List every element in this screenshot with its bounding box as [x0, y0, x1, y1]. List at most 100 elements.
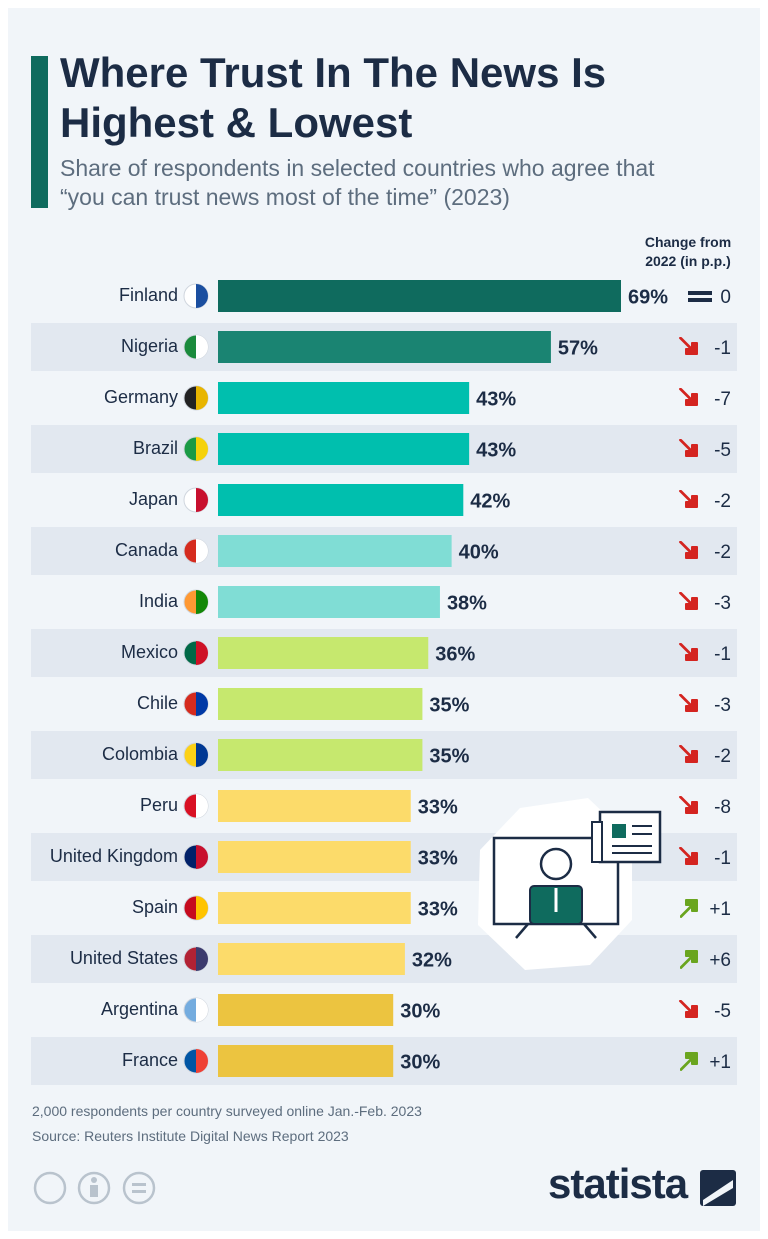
flag	[196, 692, 208, 716]
bar	[218, 433, 470, 465]
value-label: 57%	[558, 337, 598, 359]
change-arrow	[679, 439, 698, 457]
change-label: +1	[709, 1052, 731, 1073]
change-arrow	[679, 592, 698, 610]
flag	[196, 743, 208, 767]
bar	[218, 943, 405, 975]
category-label: Brazil	[133, 438, 178, 458]
change-arrow	[679, 847, 698, 865]
flag	[196, 947, 208, 971]
bars: Finland 69% 0 Nigeria 57% -1 Germany 43% -7 Brazi…	[50, 280, 731, 1077]
nd-icon-bar	[132, 1190, 146, 1193]
value-label: 32%	[412, 949, 452, 971]
value-label: 38%	[447, 592, 487, 614]
value-label: 43%	[476, 388, 516, 410]
change-arrow	[679, 541, 698, 559]
category-label: France	[122, 1050, 178, 1070]
newspaper-fold	[591, 821, 603, 863]
change-label: -1	[714, 338, 731, 359]
chart-title: Where Trust In The News Is Highest & Low…	[60, 49, 607, 146]
nd-icon	[122, 1171, 156, 1205]
value-label: 30%	[400, 1000, 440, 1022]
value-label: 36%	[435, 643, 475, 665]
value-label: 69%	[628, 286, 668, 308]
bar	[218, 382, 470, 414]
person-head	[539, 847, 573, 881]
bar	[218, 637, 429, 669]
flag	[196, 437, 208, 461]
change-arrow	[679, 337, 698, 355]
change-arrow	[679, 643, 698, 661]
flag	[196, 386, 208, 410]
change-label: -2	[714, 491, 731, 512]
cc-icon	[33, 1171, 67, 1205]
bar	[218, 739, 423, 771]
change-arrow	[679, 694, 698, 712]
category-label: Nigeria	[121, 336, 179, 356]
change-label: -3	[714, 593, 731, 614]
card	[8, 8, 760, 1231]
change-arrow	[679, 1000, 698, 1018]
category-label: United Kingdom	[50, 846, 178, 866]
flag	[196, 896, 208, 920]
change-label: -5	[714, 1001, 731, 1022]
notes: 2,000 respondents per country surveyed o…	[32, 1103, 422, 1119]
flag	[196, 1049, 208, 1073]
license-icons	[33, 1171, 156, 1205]
change-arrow	[679, 796, 698, 814]
bar	[218, 790, 411, 822]
change-label: -5	[714, 440, 731, 461]
category-label: United States	[70, 948, 178, 968]
value-label: 33%	[418, 847, 458, 869]
flag	[196, 488, 208, 512]
category-label: Canada	[115, 540, 179, 560]
value-label: 42%	[470, 490, 510, 512]
change-label: -1	[714, 848, 731, 869]
by-icon-head	[91, 1177, 97, 1183]
change-arrow	[688, 291, 712, 302]
brand-icon	[700, 1170, 736, 1206]
flag	[196, 590, 208, 614]
change-arrow	[679, 388, 698, 406]
bar	[218, 688, 423, 720]
title-accent	[31, 56, 48, 208]
category-label: India	[139, 591, 179, 611]
change-label: -2	[714, 542, 731, 563]
bar	[218, 586, 440, 618]
bar	[218, 841, 411, 873]
source: Source: Reuters Institute Digital News R…	[32, 1128, 349, 1144]
chart-subtitle: Share of respondents in selected countri…	[60, 155, 655, 210]
bar	[218, 280, 621, 312]
newspaper-photo	[612, 824, 626, 838]
change-arrow	[680, 899, 698, 918]
flag	[196, 539, 208, 563]
category-label: Spain	[132, 897, 178, 917]
category-label: Japan	[129, 489, 178, 509]
value-label: 40%	[459, 541, 499, 563]
change-label: 0	[720, 287, 731, 308]
newspaper	[598, 810, 662, 864]
value-label: 35%	[429, 745, 469, 767]
change-arrow	[679, 745, 698, 763]
change-label: -8	[714, 797, 731, 818]
flag	[196, 284, 208, 308]
change-label: -3	[714, 695, 731, 716]
bar	[218, 1045, 394, 1077]
by-icon	[77, 1171, 111, 1205]
bar	[218, 994, 394, 1026]
change-arrow	[680, 950, 698, 969]
change-label: +1	[709, 899, 731, 920]
stand	[515, 923, 529, 939]
flag	[196, 998, 208, 1022]
illustration	[478, 798, 662, 970]
value-label: 43%	[476, 439, 516, 461]
category-label: Argentina	[101, 999, 179, 1019]
value-label: 30%	[400, 1051, 440, 1073]
change-arrow	[680, 1052, 698, 1071]
bar	[218, 535, 452, 567]
category-label: Colombia	[102, 744, 179, 764]
bar	[218, 331, 551, 363]
brand-stripe	[703, 1180, 733, 1206]
value-label: 33%	[418, 898, 458, 920]
